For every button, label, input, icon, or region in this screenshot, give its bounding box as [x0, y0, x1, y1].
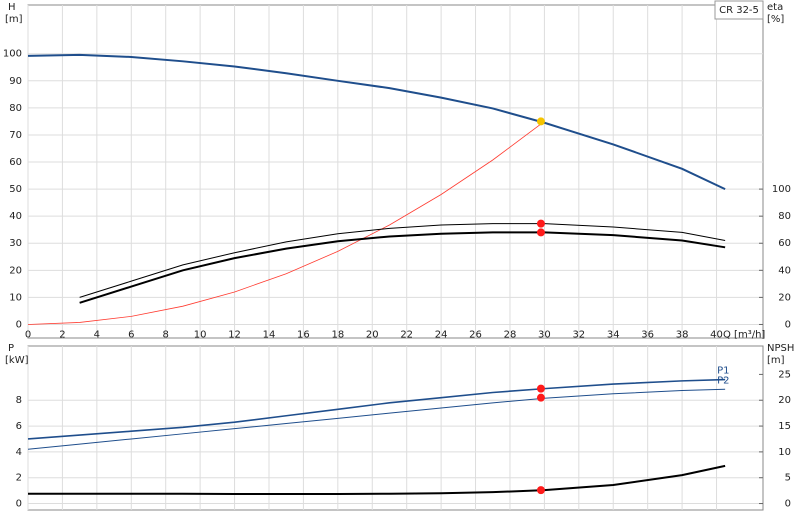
- y2-tick-label: 100: [772, 184, 791, 195]
- x-tick-label: 14: [263, 329, 276, 340]
- y-tick-label: 50: [9, 184, 22, 195]
- point: [536, 228, 545, 237]
- y-tick-label: 30: [9, 238, 22, 249]
- y2-tick-label: 5: [785, 473, 791, 484]
- y-tick-label: 6: [16, 421, 22, 432]
- line: [28, 464, 726, 495]
- y2-axis-unit: [m]: [767, 355, 785, 366]
- series-label: P2: [717, 375, 729, 386]
- line: [27, 388, 726, 450]
- line: [79, 231, 726, 304]
- y-tick-label: 20: [9, 265, 22, 276]
- point: [536, 486, 545, 495]
- x-tick-label: 32: [572, 329, 585, 340]
- x-tick-label: 34: [607, 329, 620, 340]
- point: [536, 393, 545, 402]
- y-tick-label: 2: [16, 473, 22, 484]
- x-tick-label: 24: [435, 329, 448, 340]
- x-tick-label: 4: [94, 329, 100, 340]
- y2-axis-unit: [%]: [767, 14, 784, 25]
- title-box: [714, 0, 764, 20]
- y-axis-label: P: [8, 343, 14, 354]
- y2-axis-label: NPSH: [767, 343, 794, 354]
- y2-tick-label: 15: [778, 421, 791, 432]
- x-tick-label: 40: [710, 329, 723, 340]
- point: [536, 384, 545, 393]
- y2-tick-label: 40: [778, 265, 791, 276]
- chart-title: CR 32-5: [719, 5, 759, 16]
- y2-tick-label: 0: [785, 319, 791, 330]
- x-tick-label: 30: [538, 329, 551, 340]
- y2-tick-label: 0: [785, 499, 791, 510]
- plot-area: [27, 345, 764, 511]
- y2-tick-label: 80: [778, 211, 791, 222]
- x-tick-label: 26: [469, 329, 482, 340]
- y-tick-label: 60: [9, 157, 22, 168]
- y2-tick-label: 20: [778, 292, 791, 303]
- y-tick-label: 40: [9, 211, 22, 222]
- y2-tick-label: 10: [778, 447, 791, 458]
- y-tick-label: 0: [16, 319, 22, 330]
- y-axis-unit: [kW]: [5, 355, 29, 366]
- y2-axis-label: eta: [767, 2, 783, 13]
- x-tick-label: 20: [366, 329, 379, 340]
- y-tick-label: 70: [9, 130, 22, 141]
- point: [536, 117, 545, 126]
- y-tick-label: 90: [9, 76, 22, 87]
- x-tick-label: 0: [25, 329, 31, 340]
- line: [27, 121, 545, 325]
- line: [27, 378, 726, 440]
- y2-tick-label: 25: [778, 369, 791, 380]
- x-tick-label: 36: [641, 329, 654, 340]
- x-tick-label: 18: [331, 329, 344, 340]
- y-tick-label: 100: [3, 49, 22, 60]
- x-tick-label: 2: [59, 329, 65, 340]
- y-tick-label: 80: [9, 103, 22, 114]
- line: [79, 223, 726, 298]
- x-tick-label: 12: [228, 329, 241, 340]
- y-tick-label: 0: [16, 499, 22, 510]
- series-label: P1: [717, 366, 729, 377]
- x-tick-label: 16: [297, 329, 310, 340]
- x-axis-label: Q [m³/h]: [723, 329, 765, 340]
- y2-tick-label: 20: [778, 395, 791, 406]
- plot-area: [27, 4, 764, 339]
- y-tick-label: 8: [16, 395, 22, 406]
- y2-tick-label: 60: [778, 238, 791, 249]
- x-tick-label: 28: [504, 329, 517, 340]
- line: [27, 53, 726, 191]
- y-tick-label: 4: [16, 447, 22, 458]
- y-axis-unit: [m]: [5, 14, 23, 25]
- x-tick-label: 8: [163, 329, 169, 340]
- x-tick-label: 38: [676, 329, 689, 340]
- point: [536, 219, 545, 228]
- y-tick-label: 10: [9, 292, 22, 303]
- x-tick-label: 10: [194, 329, 207, 340]
- x-tick-label: 22: [400, 329, 413, 340]
- y-axis-label: H: [8, 2, 16, 13]
- x-tick-label: 6: [128, 329, 134, 340]
